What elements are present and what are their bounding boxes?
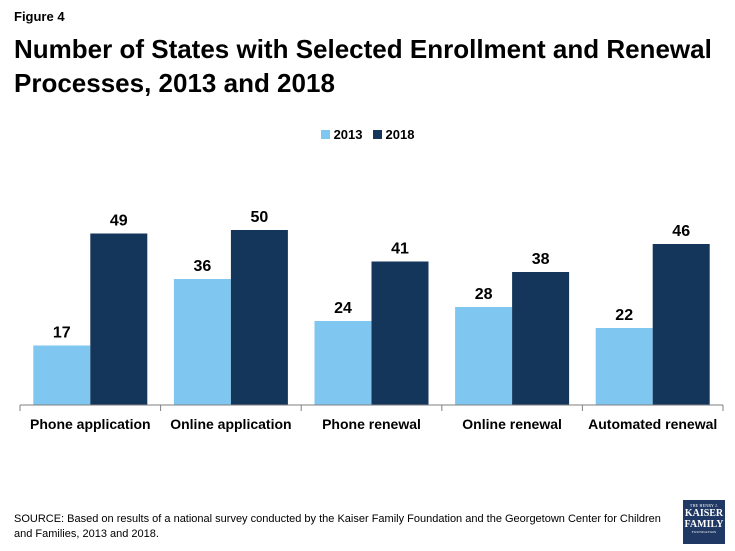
category-label-online-application: Online application (170, 416, 291, 432)
bar-online-renewal-2013 (455, 307, 513, 405)
data-label-online-renewal-2018: 38 (532, 251, 550, 268)
bar-phone-application-2018 (90, 233, 148, 405)
data-label-online-application-2013: 36 (194, 258, 212, 275)
category-label-online-renewal: Online renewal (462, 416, 562, 432)
bar-phone-application-2013 (33, 345, 91, 405)
bar-phone-renewal-2018 (371, 261, 429, 405)
legend-item-2013: 2013 (320, 127, 363, 142)
bar-online-application-2013 (173, 279, 231, 405)
bar-automated-renewal-2018 (652, 244, 710, 405)
data-label-online-renewal-2013: 28 (475, 286, 493, 303)
data-label-automated-renewal-2013: 22 (615, 307, 633, 324)
legend-item-2018: 2018 (372, 127, 415, 142)
kaiser-logo: THE HENRY J. KAISER FAMILY FOUNDATION (683, 500, 725, 544)
source-note: SOURCE: Based on results of a national s… (14, 513, 661, 540)
data-label-phone-renewal-2018: 41 (391, 241, 409, 258)
legend-label-2013: 2013 (333, 127, 363, 142)
logo-line-1: THE HENRY J. (689, 503, 719, 508)
legend-swatch-2018 (372, 130, 382, 139)
data-label-automated-renewal-2018: 46 (672, 223, 690, 240)
figure-label: Figure 4 (14, 9, 65, 24)
bar-phone-renewal-2013 (314, 321, 372, 405)
category-label-automated-renewal: Automated renewal (588, 416, 717, 432)
legend-swatch-2013 (320, 130, 330, 139)
legend: 2013 2018 (0, 127, 735, 142)
data-label-phone-renewal-2013: 24 (334, 300, 352, 317)
logo-line-4: FOUNDATION (691, 530, 717, 534)
data-label-phone-application-2018: 49 (110, 213, 128, 230)
data-label-phone-application-2013: 17 (53, 325, 71, 342)
legend-label-2018: 2018 (385, 127, 415, 142)
logo-line-2: KAISER (684, 508, 724, 519)
category-label-phone-renewal: Phone renewal (322, 416, 421, 432)
chart-title: Number of States with Selected Enrollmen… (14, 34, 712, 98)
data-label-online-application-2018: 50 (251, 209, 269, 226)
bar-automated-renewal-2013 (595, 328, 653, 405)
bar-online-renewal-2018 (512, 272, 570, 405)
category-label-phone-application: Phone application (30, 416, 151, 432)
bar-online-application-2018 (230, 230, 288, 405)
logo-line-3: FAMILY (684, 519, 724, 530)
